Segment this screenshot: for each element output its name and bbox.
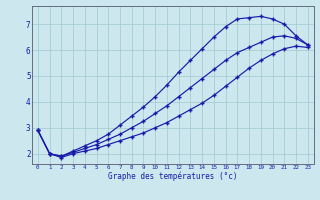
- X-axis label: Graphe des températures (°c): Graphe des températures (°c): [108, 172, 237, 181]
